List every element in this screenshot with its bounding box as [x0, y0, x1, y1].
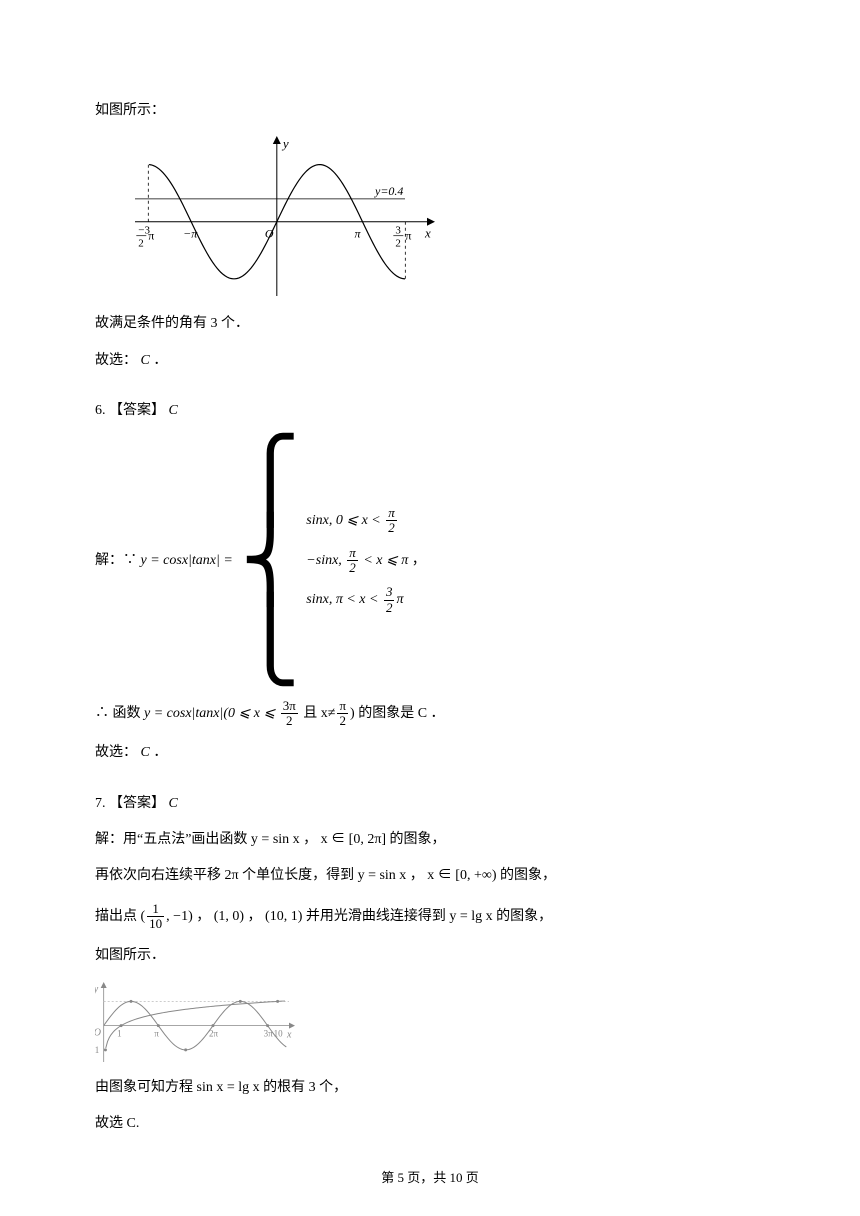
svg-text:O: O — [265, 227, 274, 241]
q7-l3-mid: , −1) ， (1, 0) ， (10, 1) 并用光滑曲线连接得到 y = … — [166, 909, 552, 924]
svg-text:π: π — [148, 229, 154, 243]
brace-icon: ⎧⎨⎩ — [240, 441, 300, 681]
svg-text:π: π — [354, 227, 361, 241]
q6-block: 6. 【答案】 C 解：∵ y = cosx|tanx| = ⎧⎨⎩ sinx,… — [95, 400, 765, 764]
piecewise-case: sinx, 0 ⩽ x < π2 — [306, 506, 408, 536]
q5-graph: y=0.4xy−32π−πOπ32π — [135, 136, 765, 301]
q6-cases-suffix: ， — [412, 553, 426, 568]
q5-c2-answer: C — [141, 353, 150, 368]
q5-intro: 如图所示： — [95, 100, 765, 122]
q6-l2-suf: ) 的图象是 C ． — [350, 706, 445, 721]
svg-text:y=0.4: y=0.4 — [374, 184, 403, 198]
q7-line3: 描出点 (110, −1) ， (1, 0) ， (10, 1) 并用光滑曲线连… — [95, 902, 765, 932]
q7-graph: yxO1π2π3π101−1 — [95, 982, 765, 1067]
frac-den: 2 — [281, 714, 298, 728]
svg-text:−π: −π — [183, 227, 198, 241]
frac-num: 1 — [147, 902, 164, 917]
q5-conclusion1: 故满足条件的角有 3 个． — [95, 313, 765, 335]
q5-conclusion2: 故选： C ． — [95, 350, 765, 372]
q6-conc-pre: 故选： — [95, 745, 137, 760]
svg-text:1: 1 — [117, 1028, 122, 1038]
svg-text:3: 3 — [395, 225, 401, 237]
q6-l2-pre: ∴ 函数 — [95, 706, 144, 721]
q6-l2-mid: 且 x≠ — [300, 706, 336, 721]
q7-line5: 由图象可知方程 sin x = lg x 的根有 3 个， — [95, 1077, 765, 1099]
footer-total: 10 — [450, 1170, 463, 1185]
frac-den: 10 — [147, 917, 164, 931]
footer-prefix: 第 — [381, 1170, 397, 1185]
piecewise-case: −sinx, π2 < x ⩽ π — [306, 546, 408, 576]
q7-header: 7. 【答案】 C — [95, 793, 765, 815]
q7-answer: C — [169, 796, 178, 811]
q5-c2-prefix: 故选： — [95, 353, 137, 368]
q7-num: 7. — [95, 796, 106, 811]
q6-line2: ∴ 函数 y = cosx|tanx|(0 ⩽ x ⩽ 3π2 且 x≠π2) … — [95, 699, 765, 729]
q6-num: 6. — [95, 403, 106, 418]
svg-text:2: 2 — [138, 238, 144, 250]
svg-text:3π: 3π — [264, 1028, 274, 1038]
q7-l3-pre: 描出点 ( — [95, 909, 145, 924]
svg-text:x: x — [424, 226, 431, 241]
q6-lhs: y = cosx|tanx| = — [141, 553, 237, 568]
q7-line6: 故选 C. — [95, 1113, 765, 1135]
q7-line2: 再依次向右连续平移 2π 个单位长度，得到 y = sin x ， x ∈ [0… — [95, 865, 765, 887]
piecewise-case: sinx, π < x < 32π — [306, 585, 408, 615]
q7-label: 【答案】 — [109, 796, 165, 811]
footer-suffix: 页 — [463, 1170, 479, 1185]
svg-text:y: y — [95, 984, 99, 995]
q6-answer: C — [169, 403, 178, 418]
q7-block: 7. 【答案】 C 解：用“五点法”画出函数 y = sin x ， x ∈ [… — [95, 793, 765, 1136]
page-footer: 第 5 页，共 10 页 — [0, 1167, 860, 1186]
svg-text:2: 2 — [395, 238, 401, 250]
svg-text:O: O — [95, 1027, 101, 1038]
q6-conc-ans: C — [141, 745, 150, 760]
svg-text:10: 10 — [274, 1028, 284, 1038]
svg-text:−1: −1 — [95, 1045, 99, 1055]
q6-piecewise: ⎧⎨⎩ sinx, 0 ⩽ x < π2 −sinx, π2 < x ⩽ π sin… — [240, 441, 408, 681]
footer-mid: 页，共 — [404, 1170, 450, 1185]
q5-c2-suffix: ． — [153, 353, 167, 368]
svg-text:π: π — [154, 1028, 159, 1038]
q6-sol-prefix: 解：∵ — [95, 553, 141, 568]
q7-line4: 如图所示． — [95, 945, 765, 967]
q6-label: 【答案】 — [109, 403, 165, 418]
frac-num: 3π — [281, 699, 298, 714]
q6-l2-eq: y = cosx|tanx|(0 ⩽ x ⩽ — [144, 706, 279, 721]
q7-line1: 解：用“五点法”画出函数 y = sin x ， x ∈ [0, 2π] 的图象… — [95, 829, 765, 851]
svg-text:π: π — [405, 229, 411, 243]
svg-text:2π: 2π — [209, 1028, 219, 1038]
frac-num: π — [337, 699, 348, 714]
svg-text:x: x — [286, 1029, 292, 1040]
svg-text:y: y — [281, 136, 289, 151]
q6-conclusion: 故选： C ． — [95, 742, 765, 764]
q6-solution-line1: 解：∵ y = cosx|tanx| = ⎧⎨⎩ sinx, 0 ⩽ x < π… — [95, 441, 765, 681]
q6-conc-suf: ． — [153, 745, 167, 760]
q6-header: 6. 【答案】 C — [95, 400, 765, 422]
frac-den: 2 — [337, 714, 348, 728]
